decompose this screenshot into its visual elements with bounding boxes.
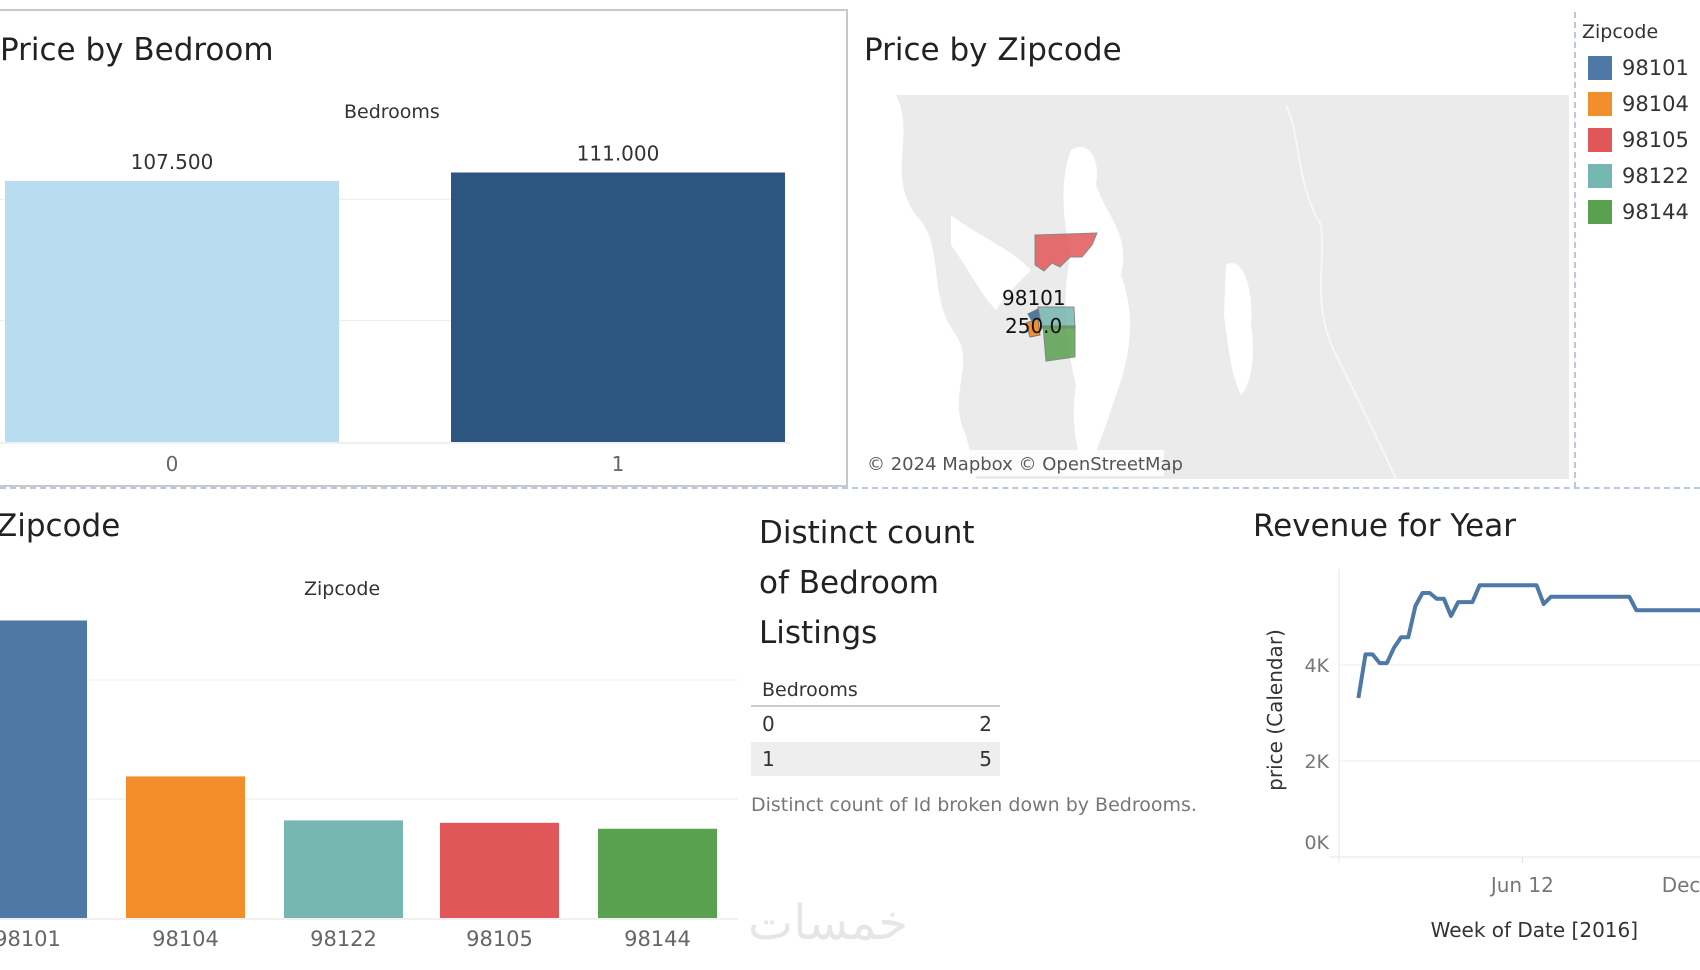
bedrooms-cell: 0 bbox=[762, 712, 775, 736]
legend-divider bbox=[1574, 12, 1576, 488]
bar-bedroom-0[interactable] bbox=[5, 181, 339, 442]
legend-item-98105[interactable]: 98105 bbox=[1588, 127, 1689, 153]
map-land bbox=[856, 95, 1569, 479]
price-by-zipcode-title: Price by Zipcode bbox=[864, 32, 1122, 68]
bar-zip-98104[interactable] bbox=[126, 776, 245, 918]
revenue-title: Revenue for Year bbox=[1253, 508, 1516, 544]
legend-label: 98122 bbox=[1622, 164, 1689, 188]
distinct-count-title: Distinct count of Bedroom Listings bbox=[759, 508, 975, 658]
legend-swatch bbox=[1588, 92, 1612, 116]
table-row: 1 5 bbox=[751, 742, 1000, 776]
revenue-line[interactable] bbox=[1356, 583, 1700, 699]
zipcode-bar-chart: 98101 98104 98122 98105 98144 bbox=[0, 620, 738, 951]
table-row: 0 2 bbox=[751, 707, 1000, 741]
legend-item-98104[interactable]: 98104 bbox=[1588, 91, 1689, 117]
watermark-logo: خمسات bbox=[748, 895, 909, 951]
zip-98104-area[interactable] bbox=[1025, 318, 1041, 338]
legend-item-98122[interactable]: 98122 bbox=[1588, 163, 1689, 189]
x-axis-title: Week of Date [2016] bbox=[1431, 918, 1638, 942]
count-cell: 5 bbox=[979, 747, 992, 771]
x-tick-label: Dec bbox=[1662, 873, 1700, 897]
bedrooms-cell: 1 bbox=[762, 747, 775, 771]
attribution-bg bbox=[864, 450, 1164, 476]
zip-98105-area[interactable] bbox=[1034, 232, 1098, 272]
y-tick-label: 0K bbox=[1304, 832, 1329, 854]
legend-label: 98101 bbox=[1622, 56, 1689, 80]
river-line bbox=[1285, 104, 1397, 479]
zipcode-header: Zipcode bbox=[304, 578, 381, 600]
bar-zip-98105[interactable] bbox=[440, 822, 559, 918]
x-tick-label: 98105 bbox=[466, 927, 533, 951]
table-caption: Distinct count of Id broken down by Bedr… bbox=[751, 794, 1197, 816]
revenue-line-chart: 0K 2K 4K Jun 12 Dec Week of Date [2016] price … bbox=[1263, 569, 1700, 942]
x-tick-label: 98122 bbox=[310, 927, 377, 951]
legend-swatch bbox=[1588, 200, 1612, 224]
price-by-bedroom-title: Price by Bedroom bbox=[0, 32, 274, 68]
table-header-bedrooms: Bedrooms bbox=[762, 679, 858, 701]
zipcode-map[interactable]: 98101 250.0 © 2024 Mapbox © OpenStreetMa… bbox=[856, 95, 1569, 479]
y-axis-title: price (Calendar) bbox=[1263, 629, 1287, 791]
y-tick-label: 2K bbox=[1304, 751, 1329, 773]
title-line: Listings bbox=[759, 615, 878, 651]
legend-label: 98104 bbox=[1622, 92, 1689, 116]
bar-zip-98122[interactable] bbox=[284, 820, 403, 918]
x-tick-label: 98104 bbox=[152, 927, 219, 951]
legend-label: 98105 bbox=[1622, 128, 1689, 152]
puget-sound-water bbox=[856, 95, 976, 479]
map-label-zip: 98101 bbox=[1002, 286, 1066, 310]
price-by-bedroom-panel bbox=[0, 9, 848, 487]
x-tick-label: 1 bbox=[612, 452, 625, 476]
legend-swatch bbox=[1588, 164, 1612, 188]
bar-zip-98101[interactable] bbox=[0, 620, 87, 919]
x-tick-label: 98101 bbox=[0, 927, 61, 951]
zipcode-chart-title: Zipcode bbox=[0, 508, 121, 544]
table-header-rule bbox=[751, 705, 1000, 707]
x-tick-label: 98144 bbox=[624, 927, 691, 951]
title-line: Distinct count bbox=[759, 515, 975, 551]
map-label-value: 250.0 bbox=[1005, 314, 1062, 338]
map-attribution[interactable]: © 2024 Mapbox © OpenStreetMap bbox=[867, 454, 1183, 475]
bar-zip-98144[interactable] bbox=[598, 828, 717, 918]
y-tick-label: 4K bbox=[1304, 655, 1329, 677]
count-cell: 2 bbox=[979, 712, 992, 736]
bedrooms-header: Bedrooms bbox=[344, 101, 440, 123]
legend-swatch bbox=[1588, 128, 1612, 152]
lake-washington bbox=[1063, 146, 1131, 475]
x-tick-label: Jun 12 bbox=[1489, 873, 1554, 897]
legend-title: Zipcode bbox=[1582, 21, 1659, 43]
bay-water bbox=[951, 215, 1031, 310]
bar-bedroom-1[interactable] bbox=[451, 172, 785, 442]
bedroom-bar-chart: 107.500 0 111.000 1 bbox=[0, 142, 790, 476]
bar-value-label: 111.000 bbox=[577, 142, 660, 166]
lake-sammamish bbox=[1224, 263, 1253, 395]
legend-label: 98144 bbox=[1622, 200, 1689, 224]
bar-value-label: 107.500 bbox=[131, 150, 214, 174]
legend-item-98101[interactable]: 98101 bbox=[1588, 55, 1689, 81]
x-tick-label: 0 bbox=[166, 452, 179, 476]
zip-98101-area[interactable] bbox=[1027, 308, 1041, 322]
legend-item-98144[interactable]: 98144 bbox=[1588, 199, 1689, 225]
title-line: of Bedroom bbox=[759, 565, 939, 601]
panel-divider bbox=[0, 487, 1700, 489]
zip-98144-area[interactable] bbox=[1042, 325, 1076, 362]
legend-swatch bbox=[1588, 56, 1612, 80]
